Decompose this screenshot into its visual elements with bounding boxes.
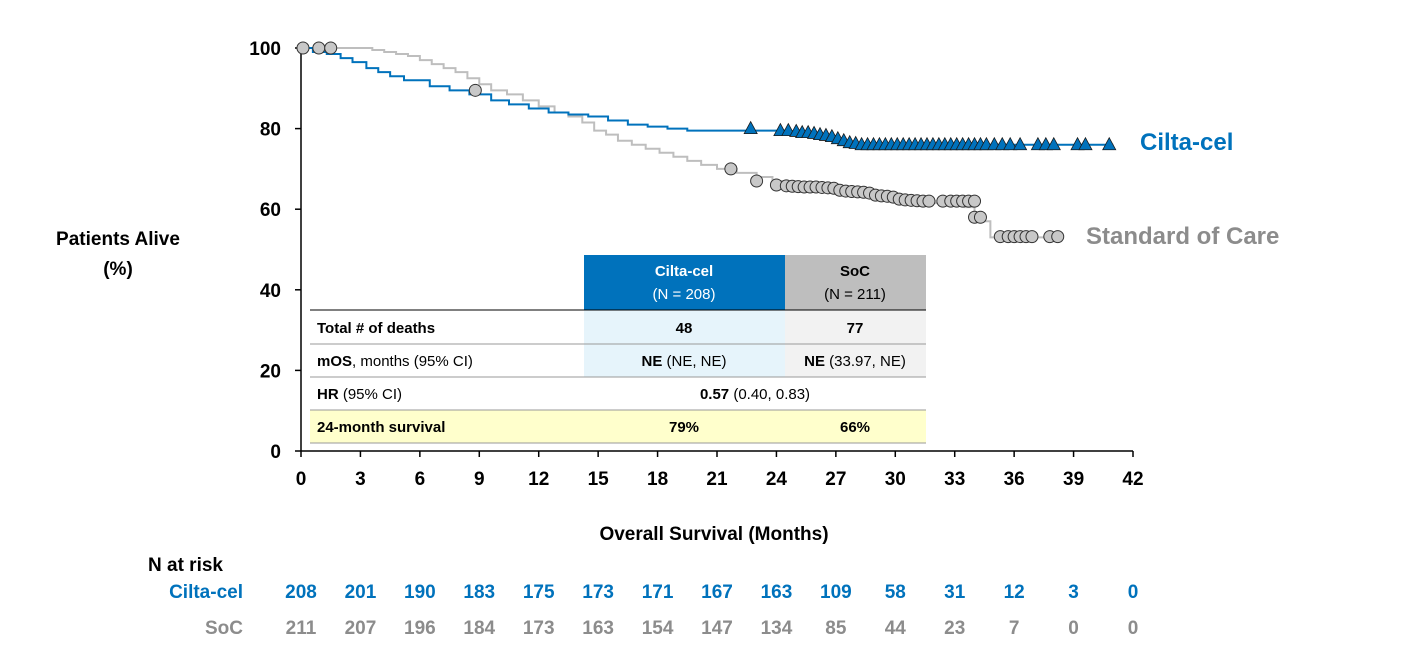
x-axis-label: Overall Survival (Months) xyxy=(599,524,828,545)
risk-value: 3 xyxy=(1068,582,1079,603)
risk-value: 196 xyxy=(404,618,436,639)
table-header-soc: SoC xyxy=(840,263,870,280)
risk-value: 154 xyxy=(642,618,674,639)
risk-value: 7 xyxy=(1009,618,1020,639)
cilta-censor-marker xyxy=(743,120,758,135)
risk-value: 23 xyxy=(944,618,965,639)
risk-value: 85 xyxy=(825,618,847,639)
x-tick-label: 12 xyxy=(528,469,549,490)
table-header-cilta-n: (N = 208) xyxy=(653,286,716,303)
row-deaths-label: Total # of deaths xyxy=(317,320,435,337)
risk-value: 58 xyxy=(885,582,906,603)
risk-label-cilta: Cilta-cel xyxy=(169,582,243,603)
x-tick-label: 3 xyxy=(355,469,366,490)
soc-censor-marker xyxy=(324,41,338,55)
x-tick-label: 21 xyxy=(706,469,728,490)
risk-value: 173 xyxy=(523,618,555,639)
risk-value: 147 xyxy=(701,618,733,639)
risk-value: 163 xyxy=(761,582,793,603)
risk-value: 208 xyxy=(285,582,317,603)
risk-value: 183 xyxy=(463,582,495,603)
risk-value: 201 xyxy=(345,582,377,603)
x-tick-label: 18 xyxy=(647,469,668,490)
risk-value: 211 xyxy=(286,618,317,639)
risk-value: 134 xyxy=(761,618,793,639)
risk-value: 0 xyxy=(1128,582,1139,603)
row-mos-soc: NE (33.97, NE) xyxy=(804,353,906,370)
x-tick-label: 36 xyxy=(1004,469,1025,490)
cilta-censor-marker xyxy=(1102,136,1117,151)
row-24m-soc: 66% xyxy=(840,419,870,436)
y-axis-label-line2: (%) xyxy=(103,259,133,280)
x-tick-label: 42 xyxy=(1122,469,1143,490)
row-mos-cilta: NE (NE, NE) xyxy=(641,353,726,370)
table-yellow-row-bg xyxy=(310,410,926,443)
risk-value: 167 xyxy=(701,582,733,603)
x-tick-label: 0 xyxy=(296,469,307,490)
row-24m-label: 24-month survival xyxy=(317,419,445,436)
x-tick-label: 33 xyxy=(944,469,965,490)
risk-value: 207 xyxy=(345,618,377,639)
table-header-cilta: Cilta-cel xyxy=(655,263,713,280)
cilta-censor-marker xyxy=(1078,136,1093,151)
x-tick-label: 39 xyxy=(1063,469,1084,490)
soc-censor-marker xyxy=(922,194,936,208)
x-tick-label: 15 xyxy=(588,469,610,490)
series-label-soc: Standard of Care xyxy=(1086,223,1279,250)
row-hr-value: 0.57 (0.40, 0.83) xyxy=(700,386,810,403)
soc-censor-marker xyxy=(468,83,482,97)
x-tick-label: 9 xyxy=(474,469,485,490)
y-tick-label: 40 xyxy=(260,281,281,302)
soc-censor-marker xyxy=(750,174,764,188)
table-header-soc-n: (N = 211) xyxy=(824,286,886,303)
row-deaths-cilta: 48 xyxy=(676,320,693,337)
x-tick-label: 30 xyxy=(885,469,906,490)
soc-censor-marker xyxy=(968,194,982,208)
soc-censor-marker xyxy=(973,210,987,224)
cilta-curve xyxy=(301,47,1114,146)
risk-value: 12 xyxy=(1004,582,1025,603)
risk-label-soc: SoC xyxy=(205,618,243,639)
series-label-cilta: Cilta-cel xyxy=(1140,129,1233,156)
risk-value: 190 xyxy=(404,582,436,603)
cilta-censor-marker xyxy=(1003,136,1018,151)
y-tick-label: 20 xyxy=(260,361,281,382)
y-tick-label: 80 xyxy=(260,120,281,141)
row-24m-cilta: 79% xyxy=(669,419,699,436)
x-tick-label: 27 xyxy=(825,469,846,490)
table-header-cilta-bg xyxy=(584,255,785,310)
risk-value: 31 xyxy=(944,582,966,603)
cilta-censor-marker xyxy=(1046,136,1061,151)
y-tick-label: 0 xyxy=(270,442,281,463)
risk-value: 175 xyxy=(523,582,555,603)
risk-title: N at risk xyxy=(148,555,223,576)
risk-value: 173 xyxy=(582,582,614,603)
soc-censor-marker xyxy=(1025,230,1039,244)
risk-value: 163 xyxy=(582,618,614,639)
row-deaths-soc: 77 xyxy=(847,320,864,337)
x-tick-label: 6 xyxy=(415,469,426,490)
row-mos-label: mOS, months (95% CI) xyxy=(317,353,473,370)
soc-censor-marker xyxy=(296,41,310,55)
y-axis-label-line1: Patients Alive xyxy=(56,229,180,250)
x-tick-label: 24 xyxy=(766,469,788,490)
risk-value: 0 xyxy=(1128,618,1139,639)
risk-value: 184 xyxy=(463,618,495,639)
risk-value: 171 xyxy=(642,582,674,603)
y-tick-label: 60 xyxy=(260,200,281,221)
row-hr-label: HR (95% CI) xyxy=(317,386,402,403)
soc-censor-marker xyxy=(1051,230,1065,244)
summary-table: Cilta-cel (N = 208) SoC (N = 211) Total … xyxy=(310,255,926,444)
risk-value: 0 xyxy=(1068,618,1079,639)
soc-censor-marker xyxy=(724,162,738,176)
soc-censor-marker xyxy=(312,41,326,55)
risk-value: 44 xyxy=(885,618,907,639)
y-tick-label: 100 xyxy=(249,39,281,60)
risk-value: 109 xyxy=(820,582,852,603)
table-header-soc-bg xyxy=(785,255,926,310)
cilta-censor-marker xyxy=(1012,136,1028,151)
